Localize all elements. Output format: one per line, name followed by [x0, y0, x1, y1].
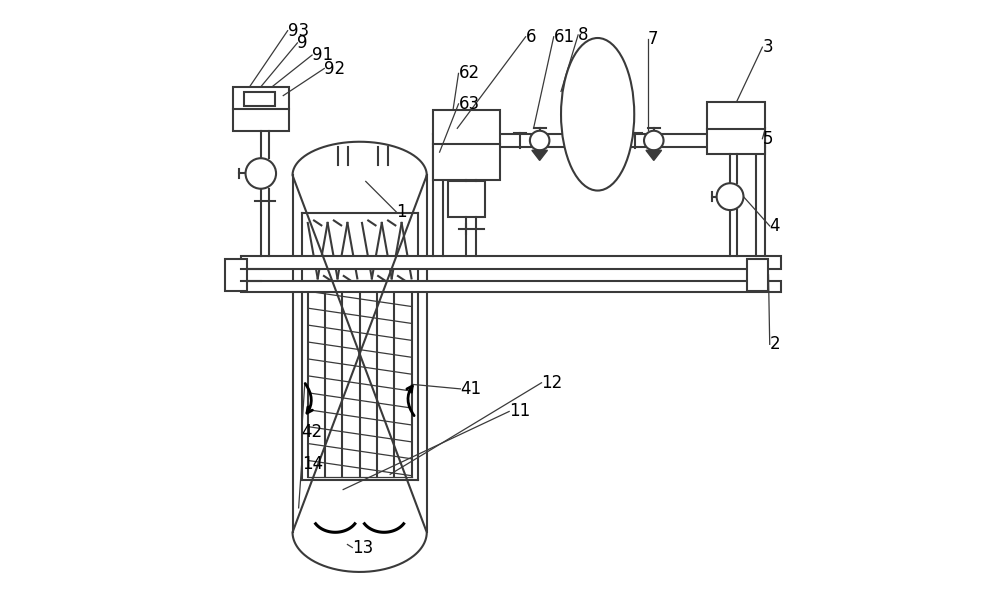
Text: 3: 3 [762, 38, 773, 56]
Bar [747, 259, 768, 291]
Bar [707, 102, 765, 154]
Text: 9: 9 [297, 34, 308, 52]
Text: 91: 91 [312, 46, 333, 64]
Bar [244, 92, 275, 106]
Circle shape [644, 131, 664, 150]
Bar [241, 256, 781, 268]
Polygon shape [532, 150, 547, 161]
Text: 11: 11 [509, 403, 530, 421]
Text: 6: 6 [526, 28, 536, 46]
Text: 63: 63 [459, 95, 480, 113]
Bar [233, 87, 289, 131]
Text: 2: 2 [770, 335, 780, 353]
Text: 7: 7 [648, 30, 658, 48]
Bar [225, 259, 247, 291]
Circle shape [717, 183, 743, 210]
Polygon shape [646, 150, 662, 161]
Text: 12: 12 [541, 374, 563, 392]
Text: 92: 92 [324, 59, 345, 77]
Text: 8: 8 [578, 26, 589, 44]
Text: 14: 14 [302, 455, 323, 473]
Text: 42: 42 [302, 422, 323, 441]
Bar [448, 181, 485, 217]
Ellipse shape [561, 38, 634, 191]
Text: 62: 62 [459, 64, 480, 82]
Text: 93: 93 [288, 21, 309, 40]
Bar [433, 110, 500, 180]
Text: 13: 13 [352, 539, 374, 557]
Text: 1: 1 [396, 203, 407, 221]
Circle shape [246, 158, 276, 189]
Text: 41: 41 [460, 380, 481, 398]
Text: 4: 4 [770, 217, 780, 235]
Bar [241, 281, 781, 292]
Text: 5: 5 [762, 130, 773, 148]
Text: 61: 61 [554, 28, 575, 46]
Circle shape [530, 131, 549, 150]
